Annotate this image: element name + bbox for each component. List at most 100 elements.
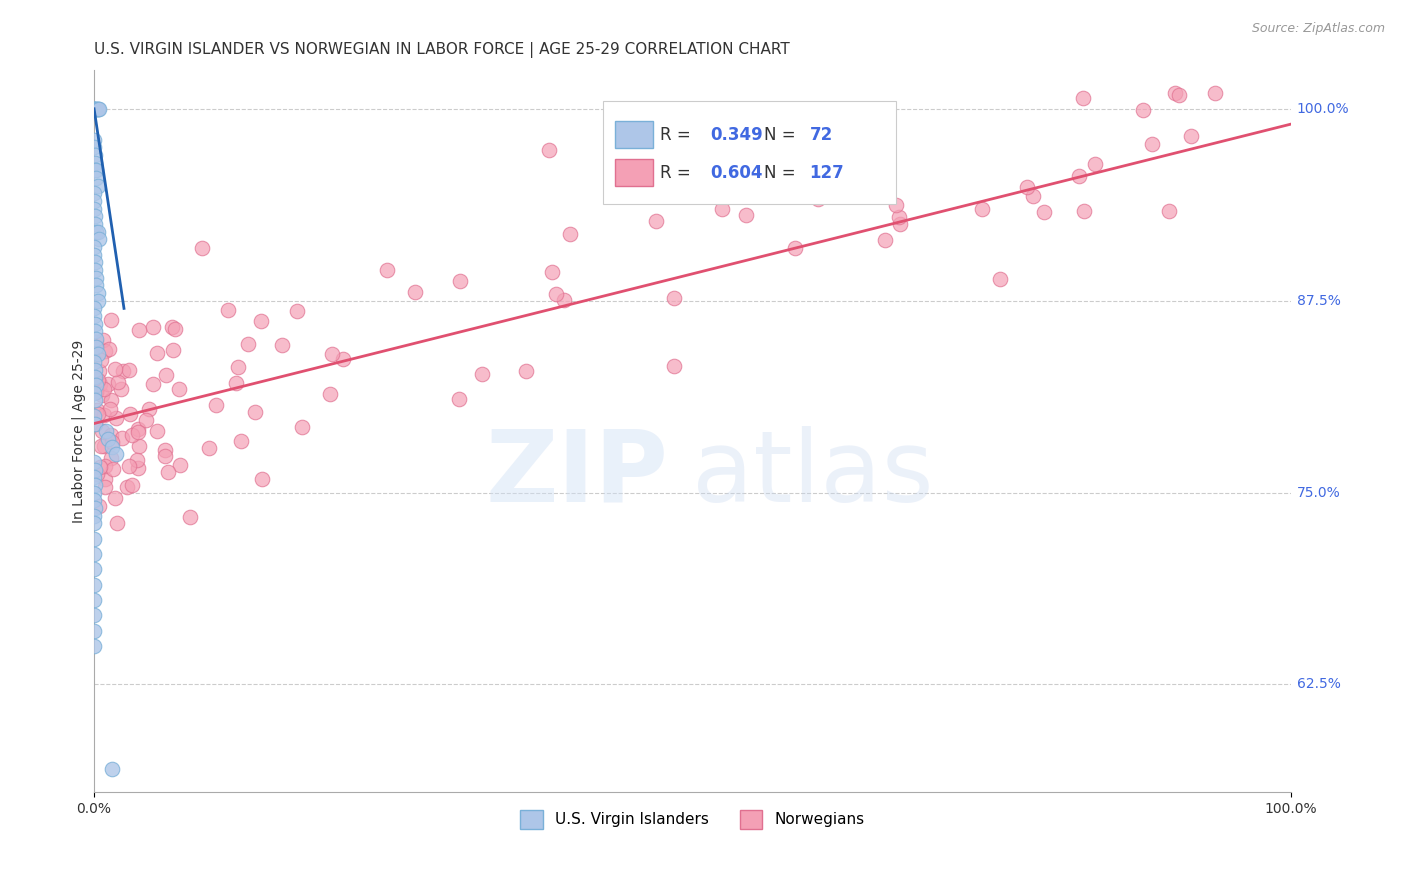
Point	[83, 102, 105, 116]
Point	[1164, 87, 1187, 101]
Point	[319, 387, 342, 401]
Point	[83, 202, 105, 216]
Point	[807, 192, 830, 206]
Point	[91, 424, 114, 438]
Point	[229, 434, 252, 448]
Point	[217, 303, 239, 318]
Text: N =: N =	[765, 164, 796, 182]
Point	[128, 323, 150, 337]
Point	[86, 170, 108, 185]
Point	[86, 403, 108, 417]
Point	[84, 325, 107, 339]
Point	[515, 364, 537, 378]
Point	[160, 319, 183, 334]
Point	[198, 441, 221, 455]
Point	[93, 408, 115, 422]
Point	[153, 442, 176, 457]
Point	[83, 578, 105, 592]
Point	[644, 214, 666, 228]
Point	[1073, 91, 1095, 105]
Point	[83, 409, 105, 423]
Point	[783, 241, 806, 255]
Point	[84, 500, 107, 515]
Point	[97, 376, 120, 391]
Point	[167, 382, 190, 396]
Legend: U.S. Virgin Islanders, Norwegians: U.S. Virgin Islanders, Norwegians	[513, 804, 870, 835]
Point	[101, 462, 124, 476]
Point	[83, 355, 105, 369]
Point	[449, 274, 471, 288]
Text: 62.5%: 62.5%	[1296, 678, 1340, 691]
Point	[83, 132, 105, 146]
Point	[93, 439, 115, 453]
Point	[225, 376, 247, 391]
Point	[100, 392, 122, 407]
Text: 72: 72	[810, 126, 832, 144]
Text: U.S. VIRGIN ISLANDER VS NORWEGIAN IN LABOR FORCE | AGE 25-29 CORRELATION CHART: U.S. VIRGIN ISLANDER VS NORWEGIAN IN LAB…	[94, 42, 790, 58]
Point	[970, 202, 993, 217]
Point	[751, 146, 773, 161]
Point	[84, 148, 107, 162]
Point	[271, 338, 294, 352]
Point	[1180, 128, 1202, 143]
Point	[107, 375, 129, 389]
Point	[86, 163, 108, 178]
Point	[145, 346, 167, 360]
Point	[138, 402, 160, 417]
Point	[84, 363, 107, 377]
Point	[84, 393, 107, 408]
Point	[86, 102, 108, 116]
Point	[1022, 189, 1045, 203]
Point	[86, 270, 108, 285]
Point	[84, 417, 107, 432]
Point	[83, 639, 105, 653]
Point	[87, 102, 110, 116]
Point	[115, 480, 138, 494]
Point	[127, 460, 149, 475]
Point	[101, 762, 124, 776]
Point	[321, 346, 343, 360]
Point	[142, 319, 165, 334]
Point	[285, 303, 308, 318]
Point	[90, 353, 112, 368]
Point	[104, 411, 127, 425]
Text: atlas: atlas	[692, 426, 934, 523]
Point	[1132, 103, 1154, 117]
Point	[98, 402, 121, 417]
Text: 75.0%: 75.0%	[1296, 485, 1340, 500]
Point	[765, 185, 787, 199]
Point	[83, 301, 105, 316]
FancyBboxPatch shape	[614, 121, 652, 148]
Point	[377, 262, 399, 277]
Point	[86, 178, 108, 193]
Point	[117, 363, 139, 377]
Point	[91, 333, 114, 347]
Point	[83, 470, 105, 484]
Point	[83, 102, 105, 116]
Text: 87.5%: 87.5%	[1296, 293, 1340, 308]
Point	[84, 478, 107, 492]
Point	[169, 458, 191, 472]
Point	[537, 143, 560, 157]
Point	[110, 382, 132, 396]
Point	[86, 102, 108, 116]
Point	[83, 493, 105, 508]
Point	[118, 459, 141, 474]
Point	[83, 562, 105, 576]
Point	[86, 332, 108, 346]
Point	[94, 472, 117, 486]
Point	[83, 102, 105, 116]
Point	[191, 242, 214, 256]
Point	[104, 491, 127, 505]
Text: R =: R =	[659, 126, 690, 144]
Point	[127, 425, 149, 439]
Point	[86, 278, 108, 293]
Point	[86, 335, 108, 350]
Text: N =: N =	[765, 126, 796, 144]
Point	[90, 439, 112, 453]
Point	[153, 450, 176, 464]
Point	[86, 293, 108, 308]
Point	[889, 210, 911, 224]
Point	[1033, 205, 1056, 219]
Point	[163, 322, 186, 336]
